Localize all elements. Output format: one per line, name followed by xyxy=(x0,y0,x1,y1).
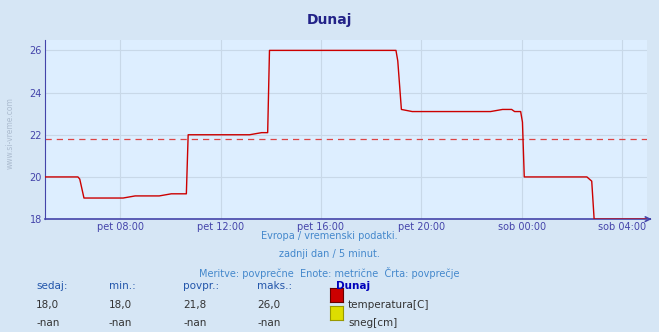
Text: sneg[cm]: sneg[cm] xyxy=(348,318,397,328)
Text: maks.:: maks.: xyxy=(257,281,292,290)
Text: zadnji dan / 5 minut.: zadnji dan / 5 minut. xyxy=(279,249,380,259)
Text: -nan: -nan xyxy=(183,318,206,328)
Text: 18,0: 18,0 xyxy=(109,300,132,310)
Text: temperatura[C]: temperatura[C] xyxy=(348,300,430,310)
Text: Meritve: povprečne  Enote: metrične  Črta: povprečje: Meritve: povprečne Enote: metrične Črta:… xyxy=(199,267,460,279)
Text: -nan: -nan xyxy=(257,318,280,328)
Text: povpr.:: povpr.: xyxy=(183,281,219,290)
Text: 18,0: 18,0 xyxy=(36,300,59,310)
Text: -nan: -nan xyxy=(36,318,59,328)
Text: min.:: min.: xyxy=(109,281,136,290)
Text: 26,0: 26,0 xyxy=(257,300,280,310)
Text: www.si-vreme.com: www.si-vreme.com xyxy=(5,97,14,169)
Text: Evropa / vremenski podatki.: Evropa / vremenski podatki. xyxy=(261,231,398,241)
Text: sedaj:: sedaj: xyxy=(36,281,68,290)
Text: 21,8: 21,8 xyxy=(183,300,206,310)
Text: -nan: -nan xyxy=(109,318,132,328)
Text: Dunaj: Dunaj xyxy=(336,281,370,290)
Text: Dunaj: Dunaj xyxy=(307,13,352,27)
